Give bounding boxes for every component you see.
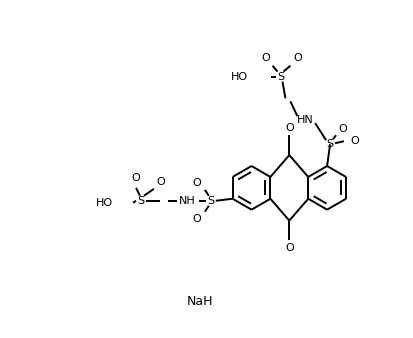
Text: O: O	[132, 173, 140, 183]
Text: HN: HN	[297, 115, 313, 125]
Text: NH: NH	[178, 196, 195, 206]
Text: O: O	[339, 124, 347, 134]
Text: S: S	[138, 196, 145, 206]
Text: O: O	[192, 214, 201, 224]
Text: O: O	[157, 177, 165, 187]
Text: S: S	[277, 72, 284, 81]
Text: O: O	[261, 53, 270, 63]
Text: S: S	[207, 196, 214, 206]
Text: HO: HO	[96, 198, 113, 208]
Text: O: O	[293, 53, 302, 63]
Text: O: O	[192, 178, 201, 188]
Text: O: O	[285, 243, 294, 253]
Text: NaH: NaH	[187, 295, 213, 308]
Text: O: O	[285, 123, 294, 132]
Text: S: S	[327, 139, 334, 149]
Text: HO: HO	[230, 72, 248, 81]
Text: O: O	[351, 136, 359, 146]
